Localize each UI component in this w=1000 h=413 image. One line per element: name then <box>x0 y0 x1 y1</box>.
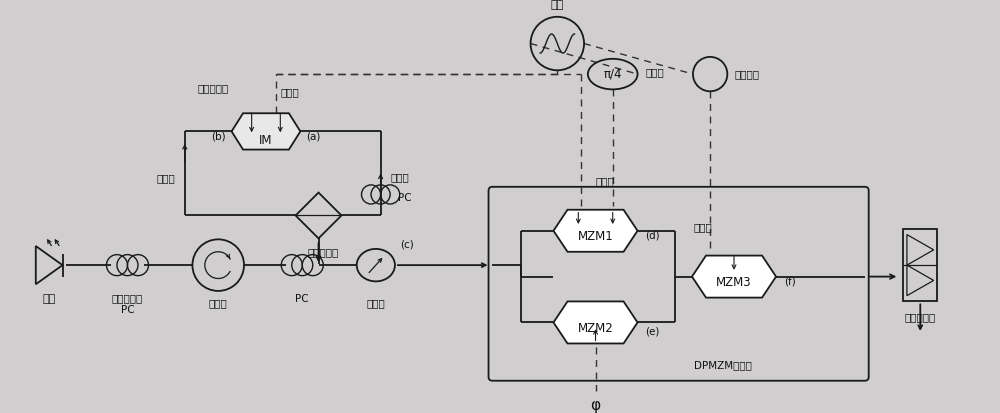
Text: 电分路器: 电分路器 <box>734 69 759 79</box>
Text: (a): (a) <box>306 131 320 141</box>
Text: 光源: 光源 <box>43 294 56 304</box>
Text: (e): (e) <box>645 327 660 337</box>
Text: 偏振控制器: 偏振控制器 <box>112 294 143 304</box>
Text: φ: φ <box>590 398 601 413</box>
Text: 偏振合束器: 偏振合束器 <box>308 247 339 257</box>
Text: (c): (c) <box>400 239 413 249</box>
Text: (d): (d) <box>645 230 660 240</box>
Text: PC: PC <box>398 193 411 203</box>
Polygon shape <box>553 301 638 344</box>
Text: DPMZM调制器: DPMZM调制器 <box>694 361 752 370</box>
Text: 最小点: 最小点 <box>693 222 712 232</box>
Text: MZM1: MZM1 <box>578 230 613 243</box>
Text: PC: PC <box>295 294 309 304</box>
Text: 起偏器: 起偏器 <box>366 298 385 309</box>
Text: 最大点: 最大点 <box>280 87 299 97</box>
Text: 最大点: 最大点 <box>596 176 614 186</box>
Polygon shape <box>232 113 300 150</box>
Text: MZM3: MZM3 <box>716 276 752 289</box>
Text: 本振: 本振 <box>551 0 564 10</box>
Text: IM: IM <box>259 135 273 147</box>
Text: (f): (f) <box>784 276 795 286</box>
Text: π/4: π/4 <box>603 68 622 81</box>
Text: 逆时针: 逆时针 <box>390 172 409 182</box>
Text: PC: PC <box>121 305 134 315</box>
Text: (b): (b) <box>211 131 226 141</box>
Text: 环形器: 环形器 <box>209 298 228 309</box>
Text: 光电探测器: 光电探测器 <box>905 313 936 323</box>
Polygon shape <box>692 256 776 298</box>
Text: MZM2: MZM2 <box>578 322 613 335</box>
Text: 移相器: 移相器 <box>645 67 664 77</box>
Text: 顺时针: 顺时针 <box>156 173 175 183</box>
Text: 强度调制器: 强度调制器 <box>198 83 229 93</box>
Polygon shape <box>553 210 638 252</box>
